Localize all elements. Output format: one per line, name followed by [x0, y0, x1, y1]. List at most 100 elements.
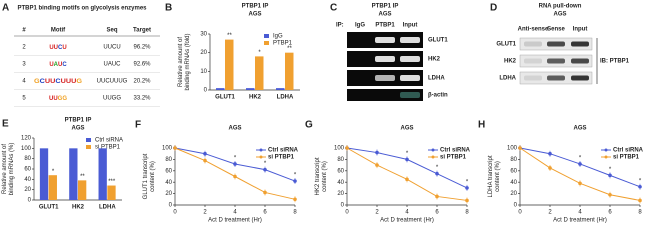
band [375, 37, 395, 43]
motif-letter: U [58, 62, 62, 68]
y-axis-label: LDHA transcript [488, 155, 494, 197]
bar [255, 56, 264, 90]
y-tick-label: 20 [200, 50, 207, 56]
legend-swatch [264, 41, 269, 45]
legend-label: si PTBP1 [613, 155, 640, 161]
table-cell: 2 [22, 45, 26, 51]
y-tick-label: 20 [510, 191, 517, 197]
legend-marker [604, 148, 608, 152]
band [547, 75, 565, 81]
bar [69, 148, 78, 200]
y-tick-label: 10 [200, 69, 207, 75]
motif-letter: G [34, 79, 40, 85]
significance: * [639, 178, 642, 184]
bar [39, 148, 49, 200]
y-axis-label: Relative amount of [2, 144, 8, 194]
band [547, 58, 565, 64]
y-tick-label: 20 [24, 187, 31, 193]
y-tick-label: 60 [337, 168, 344, 174]
blot-row-label: GLUT1 [428, 38, 448, 44]
y-axis-label: HK2 transcript [315, 157, 321, 195]
table-header: Seq [106, 28, 117, 34]
band [400, 56, 420, 62]
motif-letter: U [66, 79, 71, 85]
motif-letter: U [54, 45, 58, 51]
bar [216, 88, 225, 90]
legend-marker [259, 155, 263, 159]
blot-row-label: LDHA [499, 76, 516, 82]
band [400, 92, 420, 98]
lane-label: Input [573, 27, 588, 33]
lane-label: IgG [355, 23, 365, 29]
blot-subtitle: AGS [553, 12, 566, 18]
significance: * [406, 151, 409, 157]
table-header: Target [133, 28, 151, 34]
panel-label: C [330, 3, 337, 14]
y-tick-label: 80 [337, 157, 344, 163]
table-cell: 20.2% [133, 79, 151, 85]
motif-letter: G [62, 96, 67, 102]
ip-label: IP: [336, 23, 344, 29]
bar [285, 52, 294, 90]
legend-label: si PTBP1 [95, 145, 121, 151]
x-tick-label: 4 [405, 210, 409, 216]
table-cell: 5 [22, 96, 26, 102]
x-axis-label: Act D treatment (Hr) [208, 218, 262, 224]
y-tick-label: 0 [514, 203, 518, 209]
y-axis-label: binding mRNAs (%) [9, 143, 15, 196]
y-tick-label: 30 [200, 32, 207, 38]
x-tick-label: 4 [578, 210, 582, 216]
motif-letter: G [58, 96, 63, 102]
chart-subtitle: AGS [71, 126, 84, 132]
legend-swatch [86, 145, 91, 149]
panel-label: D [490, 3, 497, 14]
y-tick-label: 100 [507, 146, 518, 152]
y-axis-label: binding mRNAs (fold) [185, 33, 191, 90]
table-header: # [22, 28, 26, 34]
panel-label: H [478, 120, 485, 131]
y-axis-label: content (%) [322, 161, 328, 192]
significance: * [466, 179, 469, 185]
x-tick-label: 6 [435, 210, 439, 216]
motif-letter: U [71, 79, 76, 85]
legend-label: PTBP1 [273, 41, 293, 47]
legend-label: Ctrl siRNA [440, 148, 471, 154]
x-axis-label: Act D treatment (Hr) [380, 218, 434, 224]
x-tick-label: GLUT1 [39, 205, 59, 211]
y-axis-label: Relative amount of [178, 37, 184, 87]
table-title: PTBP1 binding motifs on glycolysis enzym… [17, 6, 147, 12]
motif-letter: U [49, 96, 53, 102]
band [571, 41, 589, 47]
legend-marker [431, 148, 435, 152]
band [524, 41, 542, 47]
significance: * [52, 169, 55, 175]
panel-label: F [135, 120, 141, 131]
bar [98, 148, 107, 200]
chart-title: AGS [228, 126, 241, 132]
y-tick-label: 100 [334, 146, 345, 152]
motif-letter: C [62, 62, 67, 68]
x-tick-label: 8 [293, 210, 297, 216]
y-tick-label: 20 [337, 191, 344, 197]
motif-logo: UUCU [49, 45, 66, 51]
table-header: Motif [51, 28, 66, 34]
blot-subtitle: AGS [378, 12, 391, 18]
table-cell: 33.2% [133, 96, 151, 102]
significance: * [609, 167, 612, 173]
table-cell: 3 [22, 62, 26, 68]
x-tick-label: 2 [375, 210, 379, 216]
bar [246, 88, 255, 90]
bar [225, 39, 234, 90]
band [524, 58, 542, 64]
panel-label: A [2, 3, 9, 14]
band [375, 56, 395, 62]
chart-title: AGS [400, 126, 413, 132]
bar [107, 185, 116, 200]
panel-label: G [305, 120, 313, 131]
legend-label: si PTBP1 [268, 155, 295, 161]
significance: * [264, 161, 267, 167]
motif-logo: UUGG [49, 96, 67, 102]
y-tick-label: 0 [204, 88, 208, 94]
y-axis-label: content (%) [495, 161, 501, 192]
significance: * [294, 173, 297, 179]
